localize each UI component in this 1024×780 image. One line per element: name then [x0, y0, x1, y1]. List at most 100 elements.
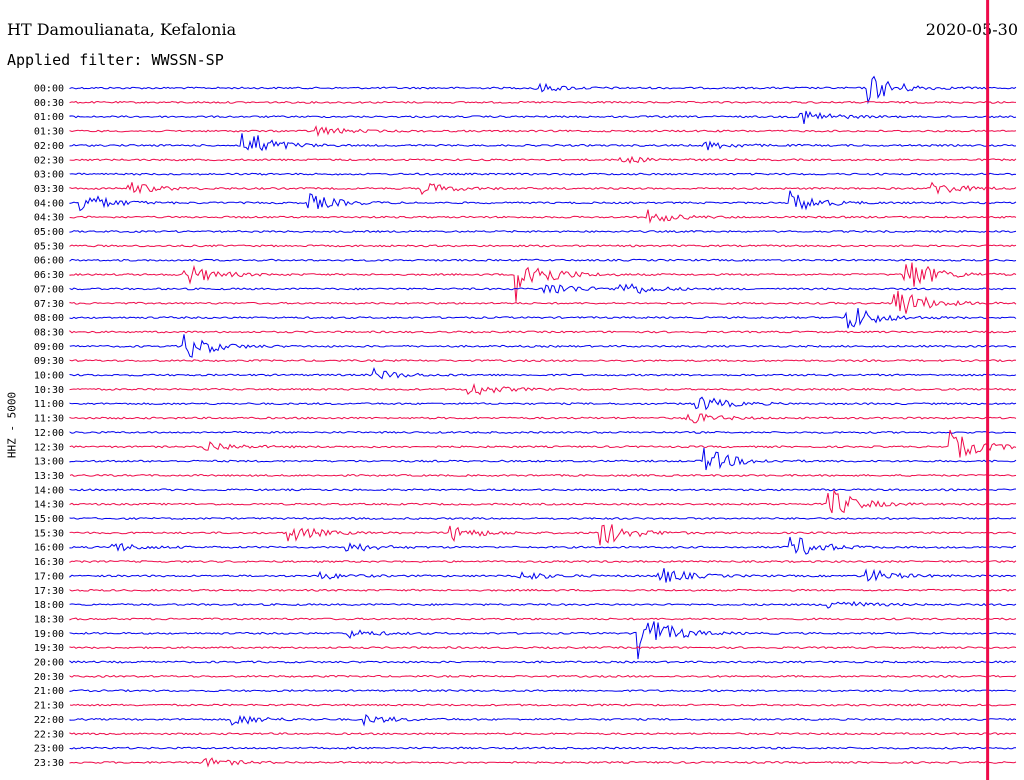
time-tick-label: 02:00: [34, 141, 64, 152]
time-tick-label: 10:00: [34, 371, 64, 382]
trace-line: [69, 413, 1017, 424]
time-tick-label: 03:30: [34, 184, 64, 195]
time-tick-label: 00:30: [34, 98, 64, 109]
trace-line: [69, 209, 1017, 224]
trace-line: [69, 125, 1017, 138]
trace-line: [69, 283, 1017, 295]
time-tick-label: 18:30: [34, 614, 64, 625]
time-tick-label: 05:30: [34, 241, 64, 252]
time-tick-label: 23:00: [34, 744, 64, 755]
trace-line: [69, 617, 1017, 621]
time-tick-label: 16:30: [34, 557, 64, 568]
trace-line: [69, 308, 1017, 329]
time-tick-label: 19:30: [34, 643, 64, 654]
time-tick-label: 20:00: [34, 658, 64, 669]
time-tick-label: 01:30: [34, 127, 64, 138]
trace-line: [69, 660, 1017, 664]
time-tick-label: 21:00: [34, 686, 64, 697]
time-tick-label: 20:30: [34, 672, 64, 683]
trace-line: [69, 244, 1017, 248]
trace-line: [69, 262, 1017, 302]
trace-line: [69, 560, 1017, 564]
trace-line: [69, 447, 1017, 471]
trace-line: [69, 488, 1017, 492]
time-tick-label: 22:30: [34, 729, 64, 740]
trace-line: [69, 516, 1017, 520]
time-tick-label: 11:30: [34, 414, 64, 425]
trace-line: [69, 568, 1017, 583]
time-tick-label: 12:00: [34, 428, 64, 439]
time-tick-label: 18:00: [34, 600, 64, 611]
trace-line: [69, 359, 1017, 363]
trace-line: [69, 473, 1017, 477]
station-title: HT Damoulianata, Kefalonia: [7, 20, 237, 39]
time-tick-label: 14:30: [34, 500, 64, 511]
time-tick-label: 14:00: [34, 485, 64, 496]
trace-line: [69, 732, 1017, 736]
trace-line: [69, 430, 1017, 434]
time-tick-label: 11:00: [34, 399, 64, 410]
trace-line: [69, 181, 1017, 196]
trace-line: [69, 229, 1017, 234]
trace-line: [69, 290, 1017, 314]
trace-line: [69, 155, 1017, 164]
trace-line: [69, 674, 1017, 678]
time-tick-label: 07:30: [34, 299, 64, 310]
time-tick-label: 12:30: [34, 442, 64, 453]
time-tick-label: 13:30: [34, 471, 64, 482]
trace-line: [69, 489, 1017, 514]
time-tick-label: 06:00: [34, 256, 64, 267]
trace-line: [69, 429, 1017, 458]
time-tick-label: 17:30: [34, 586, 64, 597]
trace-line: [69, 746, 1016, 750]
time-tick-label: 05:00: [34, 227, 64, 238]
time-tick-label: 07:00: [34, 284, 64, 295]
time-tick-label: 22:00: [34, 715, 64, 726]
time-tick-label: 08:00: [34, 313, 64, 324]
time-tick-label: 04:30: [34, 213, 64, 224]
filter-label: Applied filter: WWSSN-SP: [7, 51, 224, 69]
time-tick-label: 13:00: [34, 457, 64, 468]
time-tick-label: 10:30: [34, 385, 64, 396]
trace-line: [69, 703, 1017, 707]
trace-line: [69, 600, 1017, 609]
trace-line: [69, 133, 1017, 152]
trace-line: [69, 646, 1017, 650]
date-label: 2020-05-30: [925, 20, 1018, 39]
time-tick-label: 02:30: [34, 155, 64, 166]
time-tick-label: 00:00: [34, 84, 64, 95]
trace-line: [69, 110, 1017, 124]
trace-line: [69, 367, 1017, 380]
time-tick-label: 16:00: [34, 543, 64, 554]
trace-line: [69, 383, 1017, 396]
trace-line: [69, 334, 1017, 358]
trace-line: [69, 757, 1017, 768]
time-tick-label: 09:00: [34, 342, 64, 353]
trace-line: [69, 588, 1017, 592]
trace-line: [69, 190, 1017, 212]
time-tick-label: 15:00: [34, 514, 64, 525]
time-tick-label: 15:30: [34, 528, 64, 539]
time-tick-label: 23:30: [34, 758, 64, 769]
trace-line: [69, 258, 1017, 262]
trace-line: [69, 524, 1017, 546]
time-tick-label: 17:00: [34, 571, 64, 582]
time-tick-label: 19:00: [34, 629, 64, 640]
time-tick-label: 08:30: [34, 327, 64, 338]
time-tick-label: 01:00: [34, 112, 64, 123]
trace-line: [69, 536, 1017, 555]
trace-line: [69, 172, 1017, 176]
time-tick-label: 03:00: [34, 170, 64, 181]
time-tick-label: 06:30: [34, 270, 64, 281]
trace-line: [69, 396, 1017, 411]
time-tick-label: 09:30: [34, 356, 64, 367]
trace-line: [69, 689, 1017, 693]
trace-line: [69, 714, 1017, 727]
trace-line: [69, 100, 1017, 104]
trace-line: [69, 330, 1017, 334]
trace-line: [69, 621, 1017, 660]
time-tick-label: 04:00: [34, 198, 64, 209]
time-tick-label: 21:30: [34, 701, 64, 712]
trace-line: [69, 75, 1017, 105]
